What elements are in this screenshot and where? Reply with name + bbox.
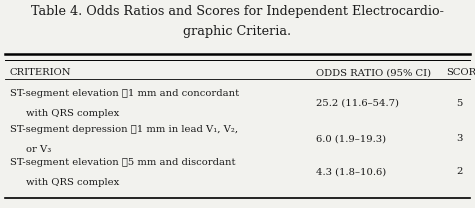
Text: ST-segment elevation ≧1 mm and concordant: ST-segment elevation ≧1 mm and concordan… (10, 89, 238, 98)
Text: 6.0 (1.9–19.3): 6.0 (1.9–19.3) (316, 134, 386, 143)
Text: 2: 2 (456, 167, 462, 176)
Text: ODDS RATIO (95% CI): ODDS RATIO (95% CI) (316, 68, 431, 77)
Text: 25.2 (11.6–54.7): 25.2 (11.6–54.7) (316, 99, 399, 108)
Text: with QRS complex: with QRS complex (26, 178, 119, 187)
Text: ST-segment depression ≧1 mm in lead V₁, V₂,: ST-segment depression ≧1 mm in lead V₁, … (10, 125, 238, 134)
Text: Table 4. Odds Ratios and Scores for Independent Electrocardiо-: Table 4. Odds Ratios and Scores for Inde… (31, 5, 444, 18)
Text: 5: 5 (456, 99, 462, 108)
Text: graphic Criteria.: graphic Criteria. (183, 25, 292, 38)
Text: 4.3 (1.8–10.6): 4.3 (1.8–10.6) (316, 167, 386, 176)
Text: with QRS complex: with QRS complex (26, 109, 119, 118)
Text: or V₃: or V₃ (26, 145, 51, 154)
Text: 3: 3 (456, 134, 462, 143)
Text: SCORE: SCORE (446, 68, 475, 77)
Text: CRITERION: CRITERION (10, 68, 71, 77)
Text: ST-segment elevation ≧5 mm and discordant: ST-segment elevation ≧5 mm and discordan… (10, 158, 235, 167)
